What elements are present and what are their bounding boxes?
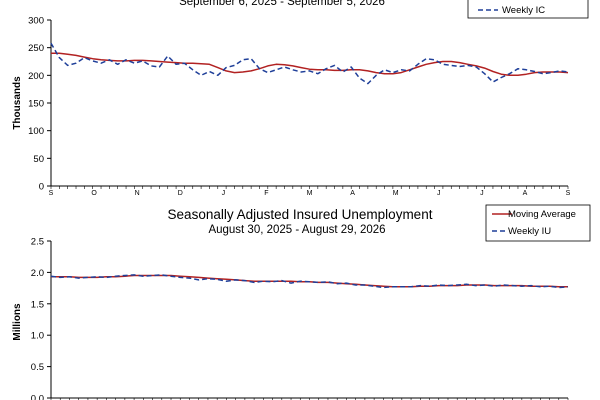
chart1-month-label: O [91, 190, 97, 197]
chart1-y-tick-label: 50 [33, 154, 44, 165]
chart2-legend: Moving Average Weekly IU [485, 204, 591, 242]
chart1-month-label: A [523, 190, 528, 197]
chart2-legend-weekly-label: Weekly IU [508, 226, 551, 237]
chart1-y-tick-label: 0 [39, 182, 44, 193]
chart2-y-tick-label: 1.5 [31, 299, 44, 310]
chart1-series [50, 42, 569, 85]
chart1-legend: Weekly IC [467, 0, 589, 19]
chart1-y-tick-label: 300 [28, 16, 44, 27]
chart1-moving-average-line [51, 52, 569, 77]
chart1-month-label: S [566, 190, 571, 197]
chart1-month-label: A [350, 190, 355, 197]
chart1-month-label: M [393, 190, 399, 197]
chart2-y-tick-label: 0.5 [31, 362, 44, 373]
chart2-weekly-series-line [50, 274, 569, 289]
chart2-y-tick-label: 2.5 [31, 237, 44, 248]
chart2-axes [50, 241, 569, 400]
chart1-axes [50, 20, 569, 189]
chart1-month-label: M [307, 190, 313, 197]
chart1-y-tick-label: 150 [28, 99, 44, 110]
chart1-month-label: F [264, 190, 268, 197]
chart1-legend-box [467, 0, 589, 19]
chart2-y-ticks: 0.0 0.5 1.0 1.5 2.0 2.5 [31, 237, 51, 400]
chart1-y-tick-label: 200 [28, 71, 44, 82]
chart1-month-label: J [222, 190, 226, 197]
chart2-title: Seasonally Adjusted Insured Unemployment [168, 207, 433, 222]
chart1-weekly-series-line [50, 42, 569, 85]
chart1-y-tick-label: 250 [28, 43, 44, 54]
chart1-month-label: J [437, 190, 441, 197]
chart1-y-axis-label: Thousands [12, 76, 23, 130]
chart2-series [50, 274, 569, 289]
chart2-y-tick-label: 0.0 [31, 394, 44, 400]
chart1-y-tick-label: 100 [28, 126, 44, 137]
chart2-legend-ma-label: Moving Average [508, 209, 576, 220]
insured-unemployment-chart: Seasonally Adjusted Insured Unemployment… [12, 204, 591, 400]
chart2-legend-box [485, 204, 591, 242]
chart1-month-label: S [49, 190, 54, 197]
chart1-month-label: N [135, 190, 140, 197]
chart1-date-range: September 6, 2025 - September 5, 2026 [179, 0, 385, 8]
chart1-legend-weekly-label: Weekly IC [502, 5, 545, 16]
chart2-y-tick-label: 1.0 [31, 331, 44, 342]
chart1-month-label: J [480, 190, 484, 197]
initial-claims-chart: September 6, 2025 - September 5, 2026 0 5… [12, 0, 589, 197]
chart2-date-range: August 30, 2025 - August 29, 2026 [208, 224, 385, 236]
chart1-month-label: D [178, 190, 183, 197]
chart2-y-tick-label: 2.0 [31, 268, 44, 279]
chart1-y-ticks: 0 50 100 150 200 250 300 [28, 16, 51, 193]
chart2-y-axis-label: Millions [12, 303, 23, 341]
